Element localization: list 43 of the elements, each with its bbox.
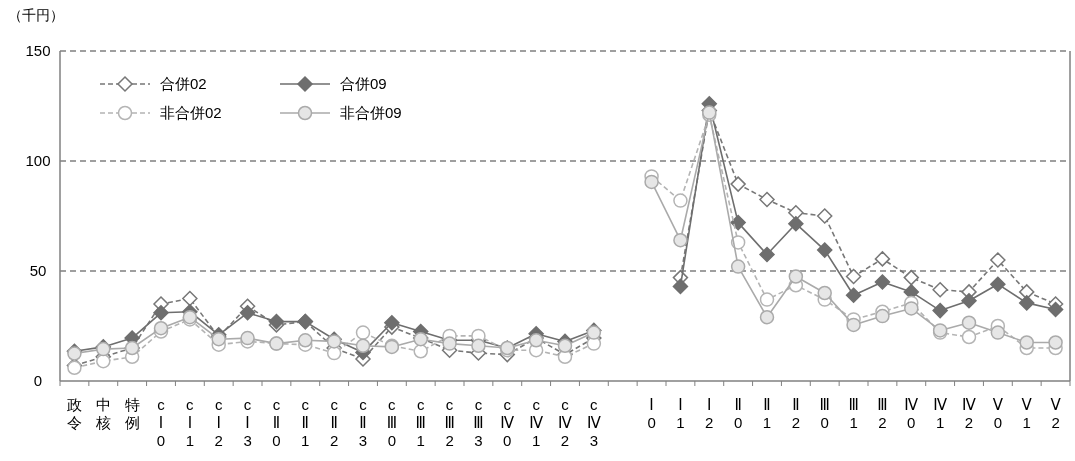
x-tick-label: cⅢ3 [473, 396, 484, 449]
x-tick-label: cⅣ1 [529, 396, 544, 449]
y-tick-label: 0 [33, 372, 43, 389]
x-tick-label: cⅠ1 [185, 396, 195, 449]
x-tick-label: cⅠ2 [214, 396, 223, 449]
x-tick-label: cⅠ0 [156, 396, 166, 449]
x-tick-label: cⅡ0 [272, 396, 281, 449]
legend-label: 合併02 [160, 75, 207, 92]
x-tick-label: Ⅴ2 [1050, 396, 1062, 431]
x-tick-label: Ⅴ0 [992, 396, 1004, 431]
legend-label: 非合併02 [160, 104, 222, 121]
x-tick-label: cⅠ3 [243, 396, 252, 449]
x-tick-label: Ⅳ0 [904, 396, 919, 431]
x-tick-label: Ⅲ0 [819, 396, 830, 431]
legend-label: 合併09 [340, 75, 387, 92]
x-tick-label: cⅡ2 [329, 396, 339, 449]
x-tick-label: cⅢ2 [444, 396, 455, 449]
x-tick-label: cⅢ1 [415, 396, 426, 449]
x-tick-label: cⅣ2 [558, 396, 573, 449]
x-tick-label: Ⅱ1 [762, 396, 772, 431]
x-tick-label: Ⅳ2 [962, 396, 977, 431]
x-tick-label: cⅣ3 [586, 396, 601, 449]
x-tick-label: 政令 [66, 396, 82, 431]
x-tick-label: Ⅲ2 [877, 396, 888, 431]
x-tick-label: Ⅰ0 [647, 396, 656, 431]
x-tick-label: cⅡ3 [358, 396, 368, 449]
x-tick-label: Ⅰ2 [705, 396, 714, 431]
y-tick-label: 150 [25, 42, 51, 59]
x-tick-label: Ⅴ1 [1021, 396, 1033, 431]
x-tick-label: cⅣ0 [500, 396, 515, 449]
x-tick-label: Ⅲ1 [848, 396, 859, 431]
y-axis-title: （千円） [8, 7, 64, 23]
x-tick-label: cⅢ0 [386, 396, 398, 449]
x-tick-label: Ⅱ2 [791, 396, 801, 431]
x-tick-label: Ⅱ0 [733, 396, 743, 431]
y-tick-label: 50 [29, 262, 47, 279]
x-tick-label: 中核 [94, 396, 111, 431]
x-tick-label: 特例 [124, 396, 140, 431]
x-tick-label: Ⅳ1 [933, 396, 948, 431]
legend-label: 非合併09 [340, 104, 402, 121]
x-tick-label: cⅡ1 [301, 396, 310, 449]
x-tick-label: Ⅰ1 [676, 396, 685, 431]
y-tick-label: 100 [25, 152, 51, 169]
